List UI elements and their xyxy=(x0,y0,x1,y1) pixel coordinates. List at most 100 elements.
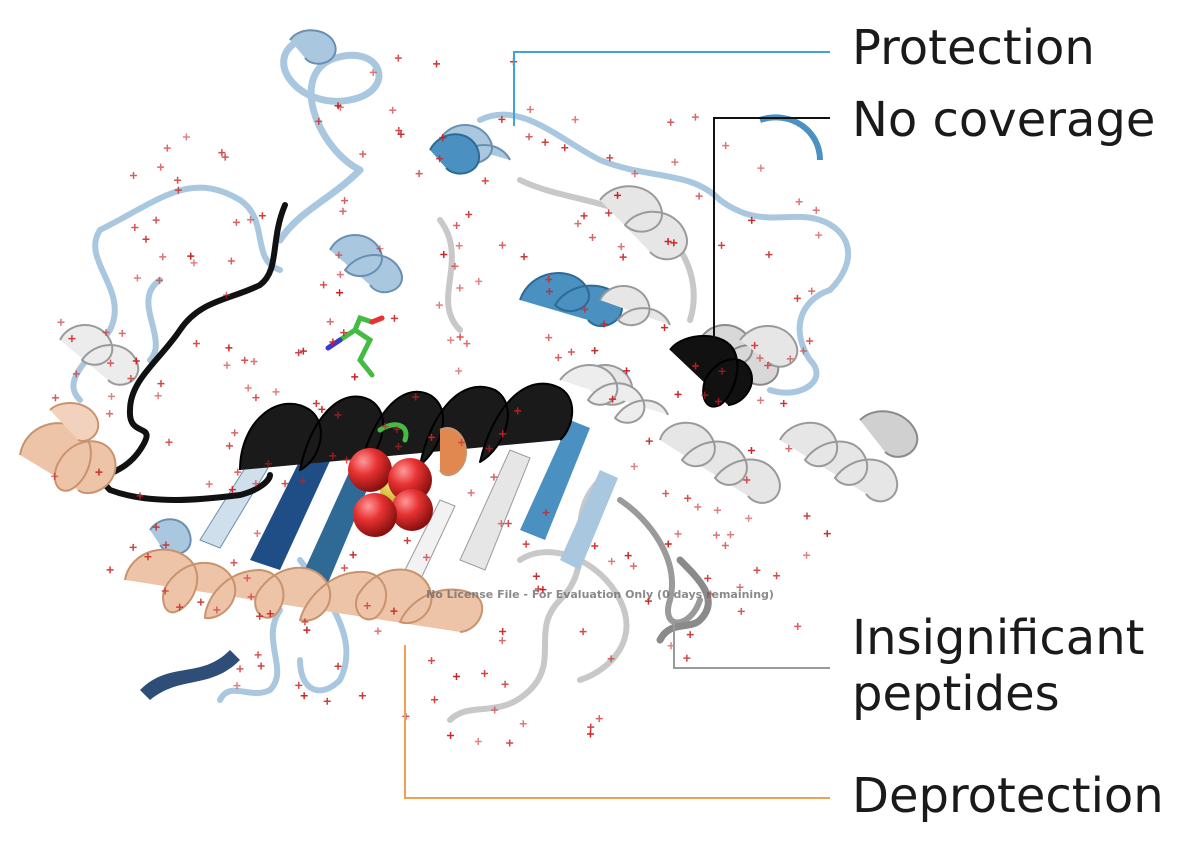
water-cross xyxy=(624,552,632,560)
water-cross xyxy=(165,438,173,446)
water-cross xyxy=(451,262,459,270)
water-cross xyxy=(808,287,816,295)
water-cross xyxy=(132,357,140,365)
water-cross xyxy=(213,606,221,614)
water-cross xyxy=(701,391,709,399)
protection-label: Protection xyxy=(852,20,1095,76)
water-cross xyxy=(341,197,349,205)
water-cross xyxy=(674,530,682,538)
water-cross xyxy=(522,540,530,548)
water-cross xyxy=(369,68,377,76)
water-cross xyxy=(231,429,239,437)
water-cross xyxy=(433,60,441,68)
water-cross xyxy=(422,553,430,561)
water-cross xyxy=(588,234,596,242)
water-cross xyxy=(499,430,507,438)
water-cross xyxy=(447,336,455,344)
water-cross xyxy=(95,468,103,476)
water-cross xyxy=(218,149,226,157)
water-cross xyxy=(182,133,190,141)
water-cross xyxy=(107,359,115,367)
water-cross xyxy=(303,626,311,634)
water-cross xyxy=(595,715,603,723)
water-cross xyxy=(329,452,337,460)
water-cross xyxy=(241,356,249,364)
water-cross xyxy=(157,163,165,171)
water-cross xyxy=(786,355,794,363)
water-cross xyxy=(257,662,265,670)
water-cross xyxy=(726,531,734,539)
water-cross xyxy=(363,602,371,610)
water-cross xyxy=(395,126,403,134)
water-cross xyxy=(247,593,255,601)
water-cross xyxy=(485,445,493,453)
water-cross xyxy=(359,150,367,158)
water-cross xyxy=(751,342,759,350)
water-cross xyxy=(498,115,506,123)
water-cross xyxy=(630,562,638,570)
water-cross xyxy=(106,410,114,418)
no-coverage-label: No coverage xyxy=(852,92,1156,148)
water-cross xyxy=(608,557,616,565)
water-cross xyxy=(823,530,831,538)
water-cross xyxy=(520,253,528,261)
water-cross xyxy=(222,291,230,299)
water-molecules xyxy=(51,54,831,747)
water-cross xyxy=(252,394,260,402)
water-cross xyxy=(795,198,803,206)
water-cross xyxy=(686,631,694,639)
water-cross xyxy=(68,335,76,343)
water-cross xyxy=(394,54,402,62)
water-cross xyxy=(475,277,483,285)
water-cross xyxy=(519,720,527,728)
water-cross xyxy=(376,245,384,253)
water-cross xyxy=(176,603,184,611)
water-cross xyxy=(154,392,162,400)
water-cross xyxy=(692,362,700,370)
insignificant-callout-line xyxy=(673,620,830,669)
water-cross xyxy=(358,692,366,700)
water-cross xyxy=(295,349,303,357)
water-cross xyxy=(221,153,229,161)
water-cross xyxy=(320,281,328,289)
water-cross xyxy=(340,329,348,337)
water-cross xyxy=(691,113,699,121)
water-cross xyxy=(205,480,213,488)
water-cross xyxy=(753,566,761,574)
water-cross xyxy=(127,374,135,382)
water-cross xyxy=(526,106,534,114)
water-cross xyxy=(694,503,702,511)
water-cross xyxy=(340,564,348,572)
water-cross xyxy=(272,388,280,396)
water-cross xyxy=(545,275,553,283)
water-cross xyxy=(605,209,613,217)
water-cross xyxy=(534,585,542,593)
water-cross xyxy=(315,117,323,125)
water-cross xyxy=(803,512,811,520)
water-cross xyxy=(756,354,764,362)
water-cross xyxy=(671,158,679,166)
water-cross xyxy=(467,489,475,497)
water-cross xyxy=(455,242,463,250)
water-cross xyxy=(714,506,722,514)
water-cross xyxy=(586,730,594,738)
water-cross xyxy=(670,239,678,247)
water-cross xyxy=(349,551,357,559)
water-cross xyxy=(712,531,720,539)
water-cross xyxy=(299,347,307,355)
water-cross xyxy=(390,314,398,322)
water-cross xyxy=(780,400,788,408)
water-cross xyxy=(481,669,489,677)
water-cross xyxy=(455,367,463,375)
water-cross xyxy=(415,170,423,178)
insignificant-label-line1: Insignificant xyxy=(852,610,1145,666)
water-cross xyxy=(463,340,471,348)
water-cross xyxy=(662,490,670,498)
water-cross xyxy=(785,445,793,453)
water-cross xyxy=(684,494,692,502)
water-cross xyxy=(453,221,461,229)
insignificant-label-line2: peptides xyxy=(852,666,1060,722)
water-cross xyxy=(102,328,110,336)
water-cross xyxy=(587,723,595,731)
